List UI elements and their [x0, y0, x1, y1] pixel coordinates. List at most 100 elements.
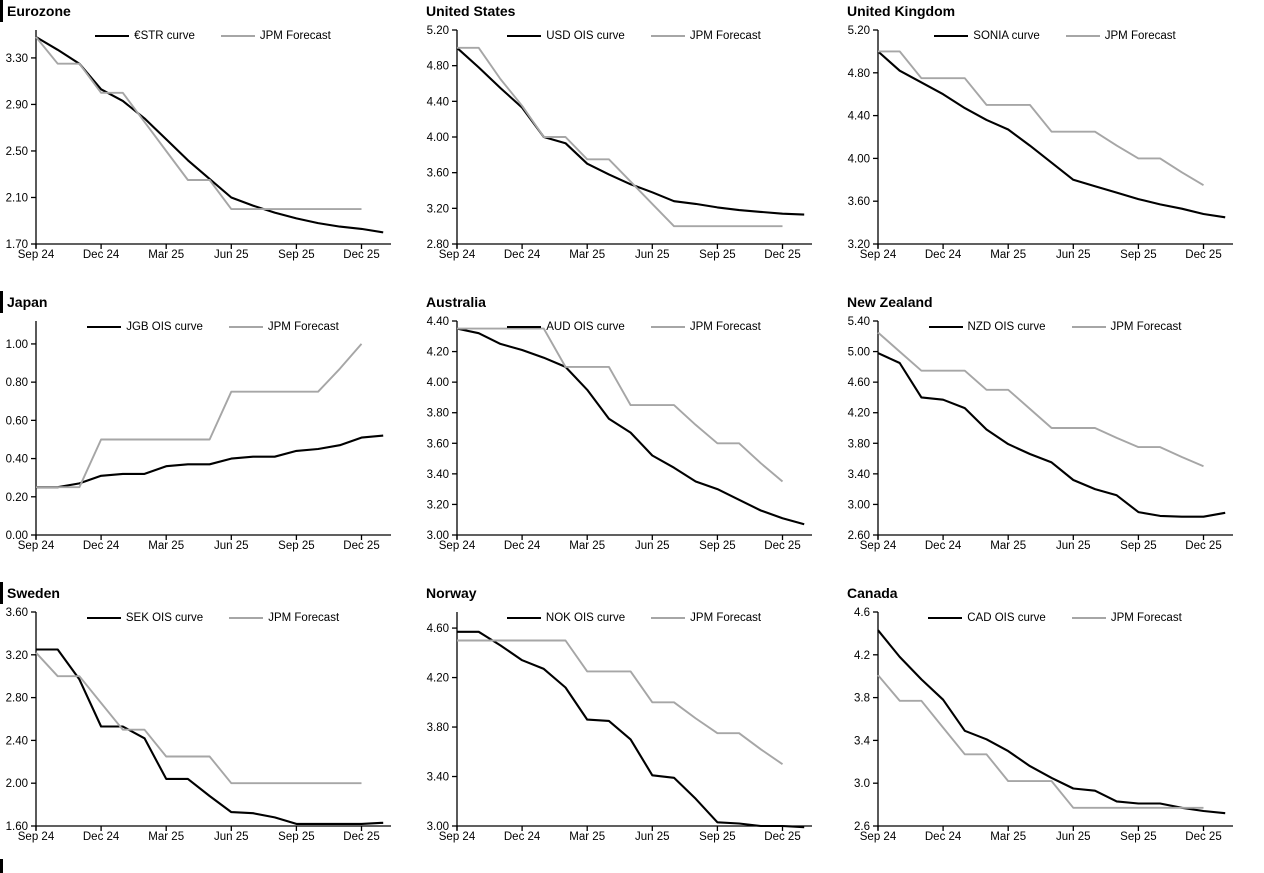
x-tick-label: Mar 25 [569, 249, 605, 261]
x-tick-label: Sep 25 [699, 540, 735, 552]
x-tick-label: Sep 25 [699, 249, 735, 261]
chart-sweden: Sweden SEK OIS curve JPM Forecast 3.60 3.20 2… [0, 582, 421, 873]
y-tick-label: 3.40 [427, 469, 449, 481]
x-tick-label: Sep 25 [699, 831, 735, 843]
x-tick-label: Dec 25 [1185, 831, 1221, 843]
y-tick-label: 4.60 [848, 377, 870, 389]
y-tick-label: 4.00 [848, 153, 870, 165]
x-tick-label: Sep 25 [1120, 249, 1156, 261]
y-tick-label: 0.80 [6, 377, 28, 389]
footer-border-stub [0, 859, 3, 873]
x-tick-label: Dec 24 [925, 540, 962, 552]
y-tick-label: 0.60 [6, 415, 28, 427]
series-line-market [877, 629, 1226, 815]
y-tick-label: 5.00 [848, 347, 870, 359]
x-tick-label: Dec 24 [83, 249, 120, 261]
y-tick-label: 2.50 [6, 146, 28, 158]
y-tick-label: 2.40 [6, 735, 28, 747]
x-tick-label: Sep 24 [439, 831, 476, 843]
y-tick-label: 3.40 [427, 772, 449, 784]
chart-title-norway: Norway [426, 585, 477, 601]
series-line-forecast [36, 343, 363, 489]
y-tick-label: 2.80 [427, 239, 449, 251]
series-line-market [457, 630, 805, 829]
y-tick-label: 4.2 [854, 650, 870, 662]
y-tick-label: 3.80 [427, 722, 449, 734]
x-tick-label: Dec 25 [343, 831, 379, 843]
series-line-forecast [877, 674, 1204, 809]
y-tick-label: 0.40 [6, 454, 28, 466]
x-tick-label: Jun 25 [635, 540, 670, 552]
y-tick-label: 3.80 [848, 438, 870, 450]
x-tick-label: Sep 25 [1120, 831, 1156, 843]
x-tick-label: Mar 25 [569, 831, 605, 843]
x-tick-label: Sep 24 [439, 540, 476, 552]
x-tick-label: Mar 25 [990, 831, 1026, 843]
series-line-forecast [35, 652, 362, 785]
x-tick-label: Mar 25 [990, 540, 1026, 552]
series-line-market [877, 50, 1226, 219]
y-tick-label: 4.00 [427, 132, 449, 144]
y-tick-label: 3.60 [6, 607, 28, 619]
chart-australia: Australia AUD OIS curve JPM Forecast 4.40 4.… [421, 291, 842, 582]
chart-new-zealand: New Zealand NZD OIS curve JPM Forecast 5.40… [842, 291, 1264, 582]
y-tick-label: 3.8 [854, 693, 870, 705]
x-tick-label: Sep 24 [860, 831, 897, 843]
x-tick-label: Jun 25 [1056, 540, 1091, 552]
y-tick-label: 3.00 [427, 530, 449, 542]
y-tick-label: 4.20 [848, 408, 870, 420]
x-tick-label: Jun 25 [214, 540, 249, 552]
x-tick-label: Dec 24 [925, 831, 962, 843]
y-tick-label: 2.80 [6, 693, 28, 705]
y-tick-label: 4.60 [427, 623, 449, 635]
y-tick-label: 1.70 [6, 239, 28, 251]
y-tick-label: 3.80 [427, 408, 449, 420]
y-tick-label: 3.20 [427, 499, 449, 511]
y-tick-label: 2.10 [6, 192, 28, 204]
x-tick-label: Jun 25 [214, 831, 249, 843]
x-tick-label: Dec 25 [343, 540, 379, 552]
x-tick-label: Dec 25 [1185, 249, 1221, 261]
y-tick-label: 3.00 [427, 821, 449, 833]
y-tick-label: 0.20 [6, 492, 28, 504]
y-tick-label: 3.4 [854, 735, 871, 747]
y-tick-label: 3.20 [6, 650, 28, 662]
y-tick-label: 2.60 [848, 530, 870, 542]
y-tick-label: 3.00 [848, 499, 870, 511]
chart-norway: Norway NOK OIS curve JPM Forecast 4.60 4.20 3… [421, 582, 842, 873]
x-tick-label: Sep 24 [860, 249, 897, 261]
x-tick-label: Mar 25 [148, 249, 184, 261]
chart-title-canada: Canada [847, 585, 898, 601]
series-line-market [36, 434, 384, 489]
x-tick-label: Sep 24 [439, 249, 476, 261]
chart-title-united-states: United States [426, 3, 516, 19]
y-tick-label: 4.80 [848, 68, 870, 80]
y-tick-label: 2.6 [854, 821, 870, 833]
series-line-market [877, 352, 1226, 518]
x-tick-label: Sep 24 [18, 540, 55, 552]
y-tick-label: 4.40 [427, 316, 449, 328]
y-tick-label: 3.60 [848, 196, 870, 208]
x-tick-label: Dec 25 [764, 249, 800, 261]
chart-title-eurozone: Eurozone [0, 0, 421, 22]
y-tick-label: 4.40 [427, 96, 449, 108]
chart-japan: Japan JGB OIS curve JPM Forecast 1.00 0.80 0.… [0, 291, 421, 582]
y-tick-label: 4.20 [427, 347, 449, 359]
chart-title-united-kingdom: United Kingdom [847, 3, 956, 19]
series-line-market [35, 36, 384, 234]
x-tick-label: Dec 25 [764, 831, 800, 843]
x-tick-label: Dec 24 [83, 831, 120, 843]
y-tick-label: 5.20 [848, 25, 870, 37]
chart-eurozone: Eurozone €STR curve JPM Forecast 3.30 2.90 2.… [0, 0, 421, 291]
x-tick-label: Jun 25 [635, 831, 670, 843]
series-line-forecast [457, 327, 784, 483]
y-tick-label: 2.90 [6, 99, 28, 111]
x-tick-label: Sep 25 [1120, 540, 1156, 552]
x-tick-label: Sep 25 [278, 540, 314, 552]
series-line-forecast [35, 36, 362, 211]
x-tick-label: Mar 25 [569, 540, 605, 552]
